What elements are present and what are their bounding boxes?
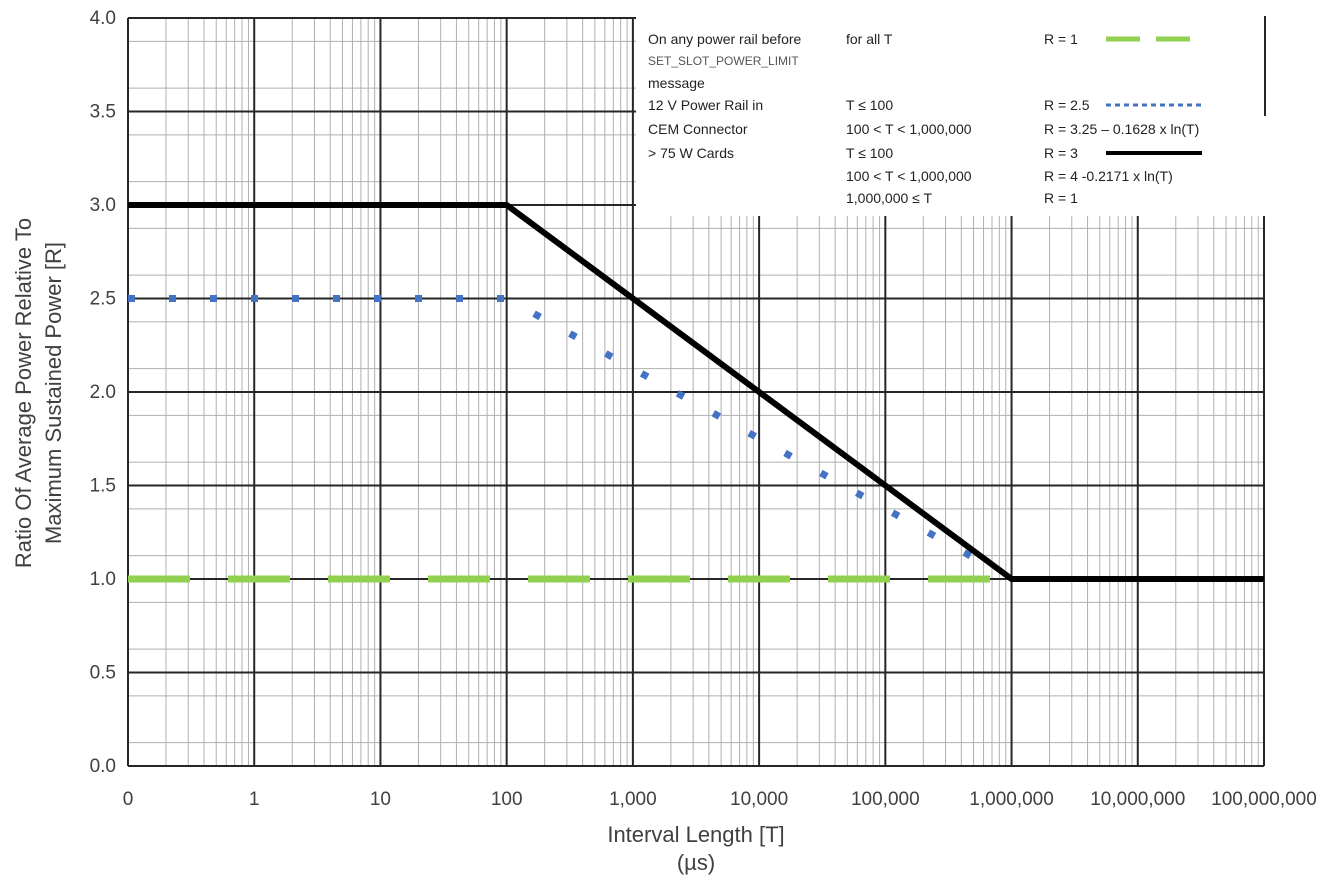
legend-col3-text: R = 4 -0.2171 x ln(T)	[1044, 168, 1173, 184]
x-tick-label: 100,000	[851, 789, 920, 810]
x-axis-title-line1: Interval Length [T]	[607, 822, 784, 847]
legend-col2-text: for all T	[846, 31, 893, 47]
y-tick-label: 0.5	[90, 663, 116, 684]
x-axis-title-line2: (µs)	[677, 850, 715, 875]
x-tick-label: 10,000	[730, 789, 788, 810]
x-tick-label: 1	[249, 789, 260, 810]
legend-col1-text: CEM Connector	[648, 121, 748, 137]
x-tick-label: 100,000,000	[1211, 789, 1317, 810]
legend-col2-text: T ≤ 100	[846, 145, 893, 161]
legend-col2-text: 100 < T < 1,000,000	[846, 168, 972, 184]
y-tick-label: 3.0	[90, 195, 116, 216]
x-tick-label: 1,000,000	[969, 789, 1054, 810]
legend-col3-text: R = 2.5	[1044, 97, 1090, 113]
x-tick-label: 100	[491, 789, 523, 810]
legend-col3-text: R = 3	[1044, 145, 1078, 161]
legend-col1-text: On any power rail before	[648, 31, 802, 47]
y-tick-label: 4.0	[90, 8, 116, 29]
y-tick-label: 1.0	[90, 569, 116, 590]
y-tick-label: 2.0	[90, 382, 116, 403]
legend-col3-text: R = 1	[1044, 190, 1078, 206]
legend-box	[636, 16, 1266, 216]
legend-col2-text: 1,000,000 ≤ T	[846, 190, 932, 206]
legend-col2-text: 100 < T < 1,000,000	[846, 121, 972, 137]
legend-col3-text: R = 1	[1044, 31, 1078, 47]
legend-col3-text: R = 3.25 – 0.1628 x ln(T)	[1044, 121, 1199, 137]
legend: On any power rail before for all T R = 1 SE…	[636, 16, 1266, 216]
y-axis-title-line1: Ratio Of Average Power Relative To	[11, 218, 36, 568]
series-layer	[128, 202, 1264, 583]
tick-labels: 0 1 10 100 1,000 10,000 100,000 1,000,000 10,000…	[90, 8, 1317, 810]
legend-col1-text: message	[648, 75, 705, 91]
legend-col1-text: > 75 W Cards	[648, 145, 734, 161]
x-tick-label: 10,000,000	[1090, 789, 1185, 810]
y-tick-label: 2.5	[90, 289, 116, 310]
x-tick-label: 0	[123, 789, 134, 810]
series-dotted-line	[128, 295, 976, 561]
y-tick-label: 1.5	[90, 476, 116, 497]
y-axis-title-line2: Maximum Sustained Power [R]	[41, 242, 66, 544]
legend-col2-text: T ≤ 100	[846, 97, 893, 113]
y-tick-label: 3.5	[90, 102, 116, 123]
y-tick-label: 0.0	[90, 756, 116, 777]
legend-col1-text: 12 V Power Rail in	[648, 97, 763, 113]
x-tick-label: 10	[370, 789, 391, 810]
legend-col1-text: SET_SLOT_POWER_LIMIT	[648, 54, 799, 68]
x-tick-label: 1,000	[609, 789, 657, 810]
series-solid-line	[128, 202, 1264, 582]
